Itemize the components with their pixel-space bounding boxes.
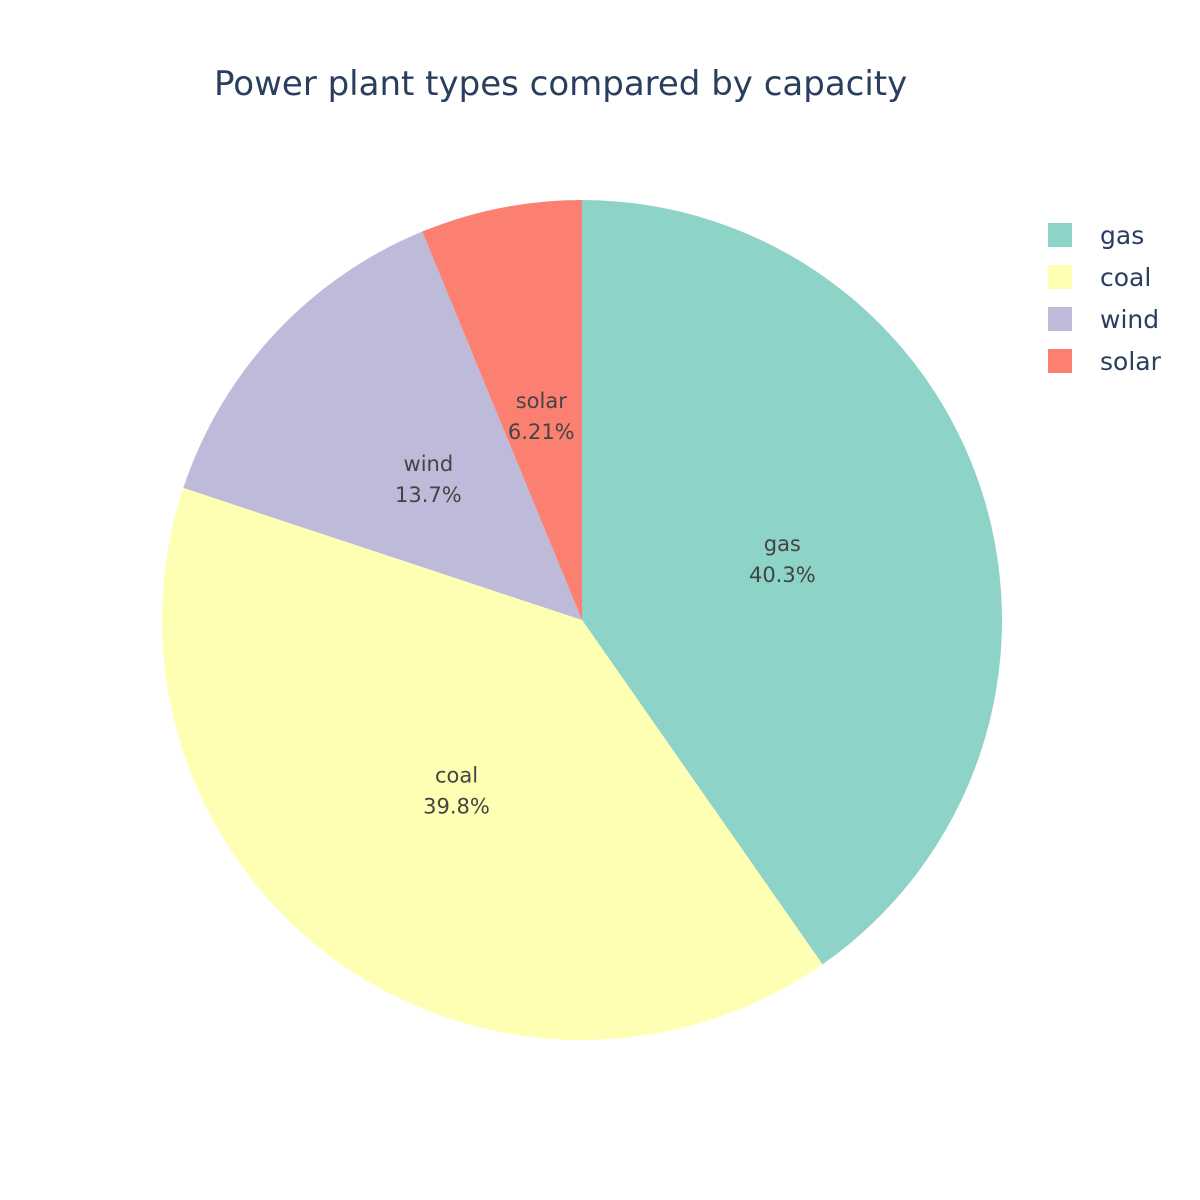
legend-swatch-solar (1048, 349, 1072, 373)
legend-item-solar[interactable]: solar (1048, 340, 1161, 382)
legend: gas coal wind solar (1048, 214, 1161, 382)
legend-swatch-wind (1048, 307, 1072, 331)
slice-label-gas: gas (764, 532, 801, 556)
legend-label-gas: gas (1100, 220, 1145, 250)
pie-slice-wind[interactable] (183, 231, 582, 620)
chart-title: Power plant types compared by capacity (214, 64, 908, 104)
slice-percent-wind: 13.7% (395, 483, 462, 507)
pie-slice-solar[interactable] (422, 200, 582, 620)
slice-label-coal: coal (435, 763, 478, 787)
legend-swatch-coal (1048, 265, 1072, 289)
slice-percent-gas: 40.3% (749, 563, 816, 587)
pie-slices (161, 200, 1003, 1041)
legend-item-wind[interactable]: wind (1048, 298, 1161, 340)
slice-label-solar: solar (516, 389, 567, 413)
pie-slice-labels: gas 40.3% coal 39.8% wind 13.7% solar 6.21% (395, 389, 816, 818)
slice-percent-coal: 39.8% (423, 794, 490, 818)
legend-label-coal: coal (1100, 262, 1152, 292)
legend-label-solar: solar (1100, 346, 1161, 376)
legend-item-gas[interactable]: gas (1048, 214, 1161, 256)
pie-slice-coal[interactable] (161, 487, 823, 1041)
slice-percent-solar: 6.21% (508, 420, 575, 444)
legend-swatch-gas (1048, 223, 1072, 247)
legend-item-coal[interactable]: coal (1048, 256, 1161, 298)
slice-label-wind: wind (404, 452, 454, 476)
pie-slice-gas[interactable] (582, 200, 1003, 965)
legend-label-wind: wind (1100, 304, 1160, 334)
